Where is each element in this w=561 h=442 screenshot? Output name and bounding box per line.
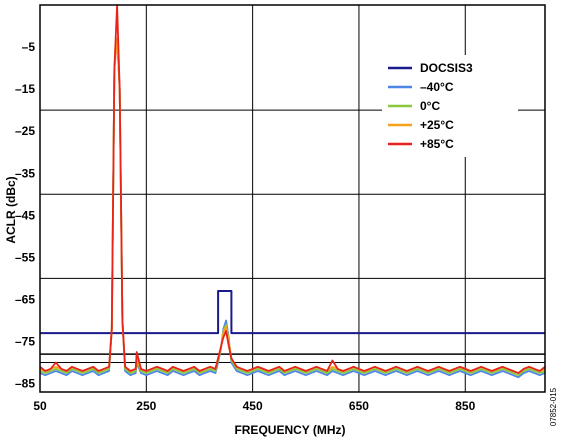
y-tick-label: –85 [15,377,35,391]
y-tick-label: –75 [15,335,35,349]
legend-label: DOCSIS3 [420,61,473,75]
y-tick-label: –55 [15,250,35,264]
y-tick-label: –5 [22,40,36,54]
legend-label: 0°C [420,99,440,113]
figure-id: 07852-015 [549,387,558,426]
legend-label: +25°C [420,118,454,132]
y-tick-label: –15 [15,82,35,96]
plot-frame [39,4,546,393]
x-axis-title: FREQUENCY (MHz) [234,423,345,437]
x-tick-label: 250 [136,399,156,413]
x-tick-label: 650 [349,399,369,413]
legend-label: +85°C [420,137,454,151]
y-tick-label: –25 [15,124,35,138]
x-tick-label: 50 [33,399,47,413]
x-tick-label: 450 [243,399,263,413]
series-line [40,290,545,335]
legend: DOCSIS3 –40°C 0°C +25°C +85°C [382,55,518,157]
y-tick-label: –65 [15,292,35,306]
x-tick-label: 850 [455,399,475,413]
y-tick-label: –45 [15,208,35,222]
x-axis-ticks: 50 250 450 650 850 [33,399,475,413]
y-tick-label: –35 [15,166,35,180]
series-line [39,4,546,375]
series-lines [39,4,546,379]
y-axis-title: ACLR (dBc) [4,176,18,243]
legend-label: –40°C [420,80,454,94]
y-axis-ticks: –5 –15 –25 –35 –45 –55 –65 –75 –85 [15,40,35,391]
